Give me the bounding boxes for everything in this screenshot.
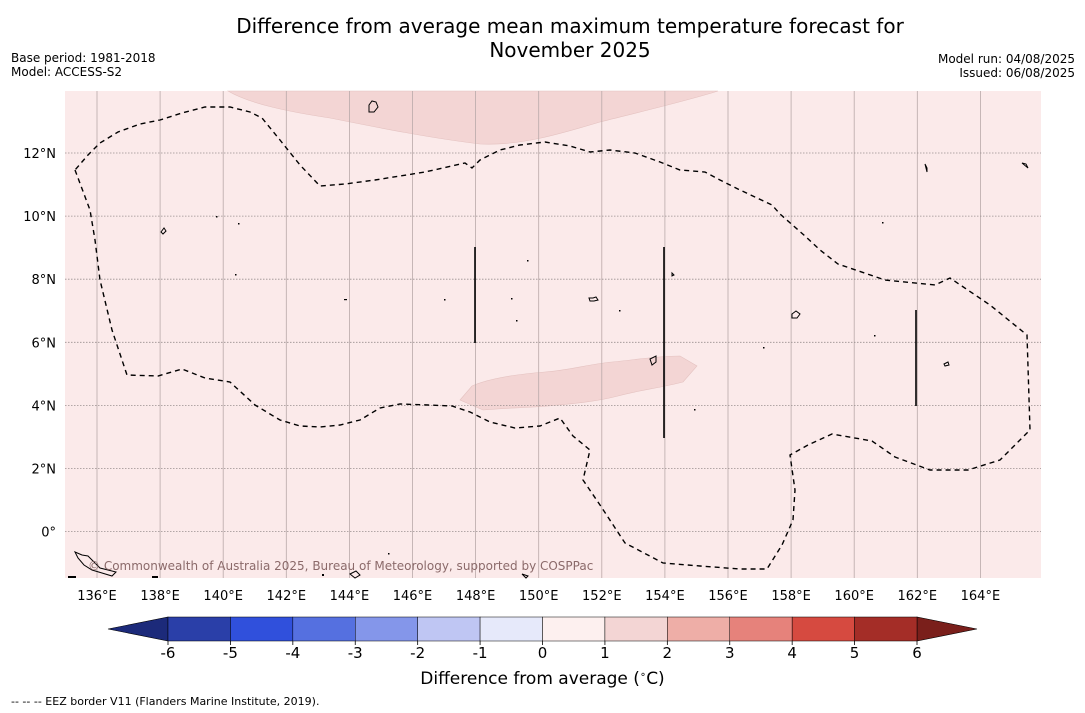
colorbar-tick-label: -6 [161, 644, 176, 662]
eez-boundary-segments [474, 247, 917, 438]
colorbar-label-main: Difference from average ( [420, 669, 640, 689]
colorbar-segment [479, 616, 543, 642]
latitude-label: 4°N [32, 399, 57, 414]
latitude-label: 2°N [32, 463, 57, 478]
colorbar-tick-label: -3 [348, 644, 363, 662]
model-text: Model: ACCESS-S2 [11, 65, 123, 79]
longitude-label: 162°E [898, 589, 938, 604]
island [671, 271, 675, 277]
longitude-label: 146°E [393, 589, 433, 604]
longitude-label: 164°E [961, 589, 1001, 604]
island-dots [68, 216, 884, 578]
longitude-label: 154°E [645, 589, 685, 604]
island [588, 296, 599, 302]
longitude-label: 156°E [708, 589, 748, 604]
longitude-label: 136°E [77, 589, 117, 604]
longitude-label: 148°E [456, 589, 496, 604]
colorbar-over-arrow [916, 616, 978, 642]
colorbar-tick-label: 6 [912, 644, 922, 662]
longitude-labels: 136°E 138°E 140°E 142°E 144°E 146°E 148°E 150°E… [77, 589, 1000, 604]
colorbar-segment [355, 616, 418, 642]
copyright-text: © Commonwealth of Australia 2025, Bureau… [88, 559, 593, 573]
colorbar-tick-label: -1 [473, 644, 488, 662]
colorbar-segment [604, 616, 668, 642]
colorbar-segment [667, 616, 730, 642]
colorbar: -6 -5 -4 -3 -2 -1 0 1 2 3 4 5 6 [107, 616, 978, 662]
colorbar-tick-label: 3 [725, 644, 735, 662]
eez-footnote: -- -- -- EEZ border V11 (Flanders Marine… [11, 695, 320, 708]
colorbar-segment [791, 616, 855, 642]
island-new-guinea-coast [73, 551, 117, 577]
colorbar-segment [292, 616, 356, 642]
island [649, 355, 657, 366]
latitude-labels: 12°N 10°N 8°N 6°N 4°N 2°N 0° [23, 147, 56, 541]
latitude-label: 12°N [23, 147, 56, 162]
longitude-label: 160°E [834, 589, 874, 604]
base-period-text: Base period: 1981-2018 [11, 51, 156, 65]
colorbar-tick-label: -2 [410, 644, 425, 662]
latitude-label: 0° [41, 526, 56, 541]
colorbar-label: Difference from average (∘C) [0, 669, 1085, 689]
eez-border [74, 106, 1031, 570]
colorbar-tick-label: -4 [285, 644, 300, 662]
gridlines [65, 91, 1041, 578]
meta-left: Base period: 1981-2018 Model: ACCESS-S2 [11, 51, 156, 79]
meta-right: Model run: 04/08/2025 Issued: 06/08/2025 [938, 52, 1075, 80]
map-background [65, 91, 1041, 578]
longitude-label: 144°E [330, 589, 370, 604]
longitude-label: 150°E [519, 589, 559, 604]
latitude-label: 10°N [23, 210, 56, 225]
longitude-label: 158°E [771, 589, 811, 604]
longitude-label: 138°E [140, 589, 180, 604]
warm-anomaly-patch-north [226, 90, 719, 145]
island [924, 163, 928, 173]
island [349, 570, 361, 579]
longitude-label: 142°E [267, 589, 307, 604]
latitude-label: 8°N [32, 273, 57, 288]
colorbar-tick-label: 1 [600, 644, 610, 662]
island-guam-area [368, 100, 379, 113]
map-title: Difference from average mean maximum tem… [236, 14, 904, 62]
colorbar-segment [417, 616, 481, 642]
islands [73, 100, 1029, 579]
colorbar-segment [729, 616, 793, 642]
island [521, 573, 529, 579]
colorbar-segment [854, 616, 918, 642]
island [160, 227, 167, 235]
colorbar-tick-label: 0 [538, 644, 548, 662]
degree-symbol: ∘ [639, 669, 647, 681]
colorbar-tick-label: 2 [663, 644, 673, 662]
colorbar-segment [167, 616, 231, 642]
colorbar-tick-label: 5 [850, 644, 860, 662]
colorbar-segment [542, 616, 606, 642]
longitude-label: 140°E [203, 589, 243, 604]
colorbar-label-unit: C) [646, 669, 665, 689]
model-run-text: Model run: 04/08/2025 [937, 52, 1075, 66]
latitude-label: 6°N [32, 336, 57, 351]
warm-anomaly-patch-central [459, 355, 698, 411]
island [1021, 162, 1029, 169]
issued-text: Issued: 06/08/2025 [959, 66, 1075, 80]
colorbar-under-arrow [107, 616, 169, 642]
colorbar-tick-label: -5 [223, 644, 238, 662]
island [791, 310, 801, 319]
island [943, 361, 950, 367]
colorbar-tick-label: 4 [787, 644, 797, 662]
colorbar-segment [230, 616, 294, 642]
longitude-label: 152°E [582, 589, 622, 604]
